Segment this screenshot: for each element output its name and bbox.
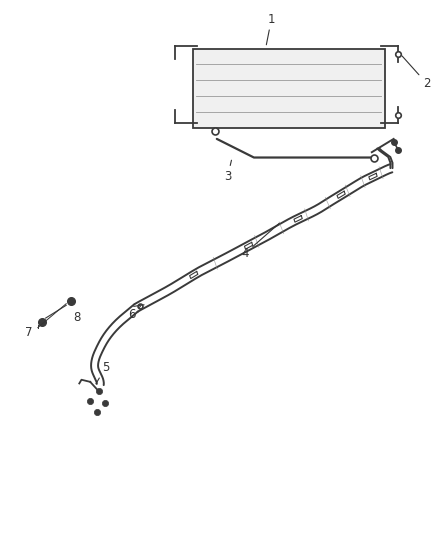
- Text: 4: 4: [241, 223, 279, 260]
- Text: 8: 8: [74, 311, 81, 324]
- FancyBboxPatch shape: [193, 49, 385, 128]
- Text: 7: 7: [25, 326, 33, 340]
- Text: 5: 5: [96, 361, 109, 384]
- Text: 3: 3: [224, 160, 231, 183]
- Text: 2: 2: [402, 56, 430, 90]
- Text: 6: 6: [128, 306, 141, 321]
- Text: 1: 1: [266, 13, 275, 45]
